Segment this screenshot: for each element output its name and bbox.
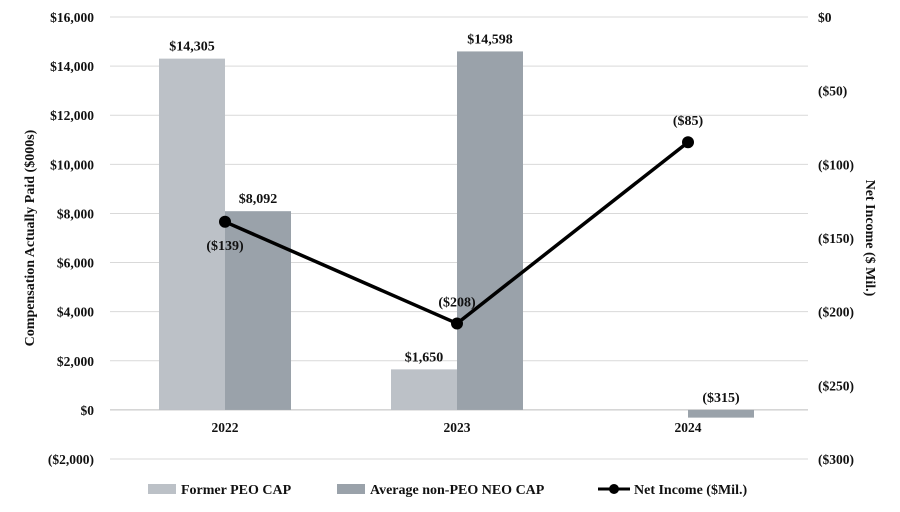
right-tick-label: $0: [818, 10, 832, 25]
bar: [457, 51, 523, 410]
bar-data-label: $14,305: [169, 40, 215, 55]
left-tick-label: $16,000: [50, 10, 94, 25]
legend-item-average-neo: Average non-PEO NEO CAP: [337, 483, 545, 498]
net-income-line: [219, 136, 694, 330]
legend: Former PEO CAP Average non-PEO NEO CAP N…: [148, 483, 747, 498]
legend-label-net-income: Net Income ($Mil.): [634, 483, 747, 498]
left-axis-title: Compensation Actually Paid ($000s): [23, 129, 38, 346]
data-labels: $14,305 $1,650 $8,092 $14,598 ($315) ($139) ($…: [169, 32, 740, 405]
category-label: 2023: [444, 420, 471, 435]
net-income-data-label: ($208): [438, 295, 476, 310]
right-tick-label: ($300): [818, 452, 854, 467]
legend-item-former-peo: Former PEO CAP: [148, 483, 292, 498]
right-tick-label: ($50): [818, 84, 847, 99]
axes: Compensation Actually Paid ($000s) Net I…: [23, 10, 877, 467]
left-tick-label: $4,000: [57, 305, 94, 320]
left-tick-label: $0: [81, 403, 95, 418]
right-tick-label: ($150): [818, 231, 854, 246]
legend-swatch-former-peo: [148, 484, 176, 494]
right-tick-label: ($200): [818, 305, 854, 320]
left-tick-label: ($2,000): [48, 452, 94, 467]
bar: [688, 409, 754, 418]
net-income-data-label: ($85): [673, 114, 704, 129]
net-income-point: [451, 317, 463, 330]
bar-data-label: $8,092: [239, 192, 278, 207]
legend-label-average-neo: Average non-PEO NEO CAP: [370, 483, 545, 498]
bar: [391, 369, 457, 410]
legend-label-former-peo: Former PEO CAP: [181, 483, 292, 498]
bar-data-label: ($315): [702, 391, 740, 406]
net-income-data-label: ($139): [206, 239, 244, 254]
legend-marker-net-income: [609, 484, 619, 494]
bars: [159, 51, 754, 418]
legend-swatch-average-neo: [337, 484, 365, 494]
left-tick-label: $6,000: [57, 256, 94, 271]
bar-data-label: $14,598: [467, 32, 513, 47]
right-axis-title: Net Income ($ Mil.): [862, 180, 877, 297]
net-income-point: [219, 215, 231, 228]
left-tick-label: $8,000: [57, 206, 94, 221]
net-income-point: [682, 136, 694, 149]
right-tick-label: ($100): [818, 157, 854, 172]
category-label: 2024: [675, 420, 702, 435]
left-tick-label: $10,000: [50, 157, 94, 172]
legend-item-net-income: Net Income ($Mil.): [598, 483, 747, 498]
left-tick-label: $2,000: [57, 354, 94, 369]
category-label: 2022: [212, 420, 239, 435]
left-tick-label: $12,000: [50, 108, 94, 123]
bar-data-label: $1,650: [405, 350, 444, 365]
bar: [159, 58, 225, 410]
left-tick-label: $14,000: [50, 59, 94, 74]
right-tick-label: ($250): [818, 378, 854, 393]
